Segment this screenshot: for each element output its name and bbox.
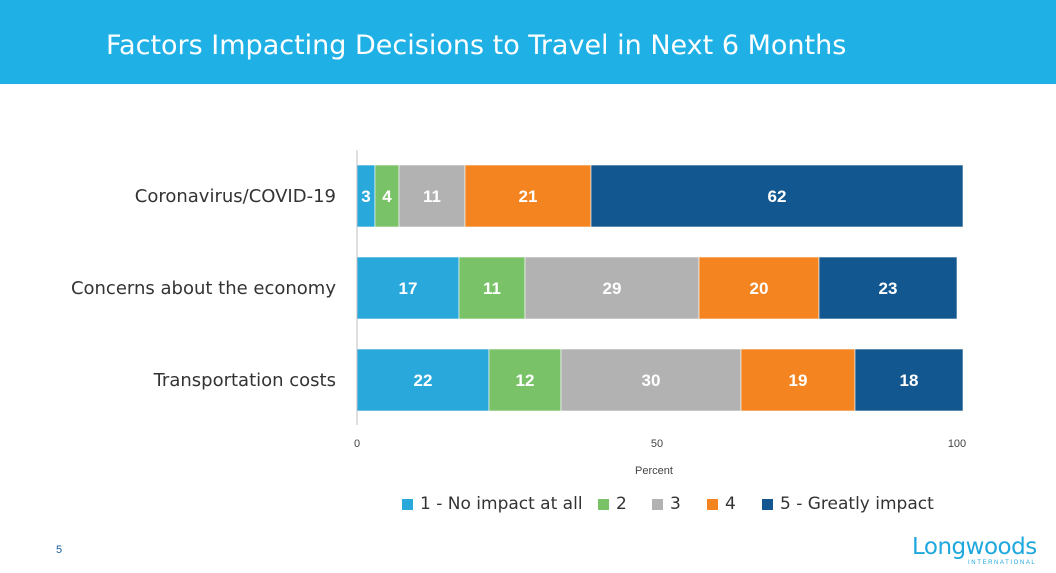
bar-segment (356, 256, 460, 320)
legend-item-1: 1 - No impact at all (402, 492, 583, 516)
bar-segment (818, 256, 958, 320)
legend-label-2: 2 (616, 494, 627, 514)
data-label: 29 (603, 279, 622, 298)
legend-label-4: 4 (725, 494, 736, 514)
data-label: 62 (768, 187, 787, 206)
category-label: Transportation costs (153, 370, 336, 391)
data-label: 20 (750, 279, 769, 298)
bar-segment (740, 348, 856, 412)
bar-segment (356, 348, 490, 412)
data-label: 19 (789, 371, 808, 390)
x-axis-title: Percent (635, 465, 673, 477)
category-label: Coronavirus/COVID-19 (135, 186, 336, 207)
data-label: 18 (900, 371, 919, 390)
bar-segment (698, 256, 820, 320)
bar-segment (464, 164, 592, 228)
data-label: 11 (423, 187, 441, 206)
legend-item-5: 5 - Greatly impact (762, 492, 934, 516)
data-label: 30 (642, 371, 661, 390)
bar-segment (590, 164, 964, 228)
longwoods-logo: Longwoods INTERNATIONAL (912, 534, 1044, 568)
legend-item-4: 4 (707, 492, 736, 516)
legend-label-3: 3 (670, 494, 681, 514)
data-label: 4 (382, 187, 392, 206)
bar-segment (488, 348, 562, 412)
legend-item-2: 2 (598, 492, 627, 516)
stacked-bar-chart: Coronavirus/COVID-19 3 4 11 21 62 Concerns abo… (71, 150, 966, 477)
legend-swatch-3 (652, 498, 663, 510)
logo-wordmark: Longwoods (912, 534, 1037, 560)
legend-swatch-1 (402, 498, 413, 510)
data-label: 17 (399, 279, 418, 298)
x-tick-label: 0 (354, 438, 360, 450)
page-title: Factors Impacting Decisions to Travel in… (106, 30, 847, 61)
bar-segment (854, 348, 964, 412)
legend-label-1: 1 - No impact at all (420, 494, 583, 514)
data-label: 12 (516, 371, 535, 390)
data-label: 3 (361, 187, 370, 206)
category-label: Concerns about the economy (71, 278, 336, 299)
legend-swatch-5 (762, 498, 773, 510)
legend-item-3: 3 (652, 492, 681, 516)
title-banner: Factors Impacting Decisions to Travel in… (0, 0, 1056, 84)
legend-swatch-4 (707, 498, 718, 510)
x-tick-label: 100 (948, 438, 966, 450)
logo-subtitle: INTERNATIONAL (968, 560, 1037, 566)
data-label: 11 (483, 279, 501, 298)
page-number: 5 (56, 544, 63, 556)
bar-segment (524, 256, 700, 320)
data-label: 21 (519, 187, 538, 206)
bar-segment (398, 164, 466, 228)
bar-segment (458, 256, 526, 320)
data-label: 22 (414, 371, 433, 390)
legend-swatch-2 (598, 498, 609, 510)
legend-label-5: 5 - Greatly impact (780, 494, 934, 514)
x-tick-label: 50 (651, 438, 663, 450)
chart-legend: 1 - No impact at all 2 3 4 5 - Greatly i… (0, 492, 1056, 516)
data-label: 23 (879, 279, 898, 298)
